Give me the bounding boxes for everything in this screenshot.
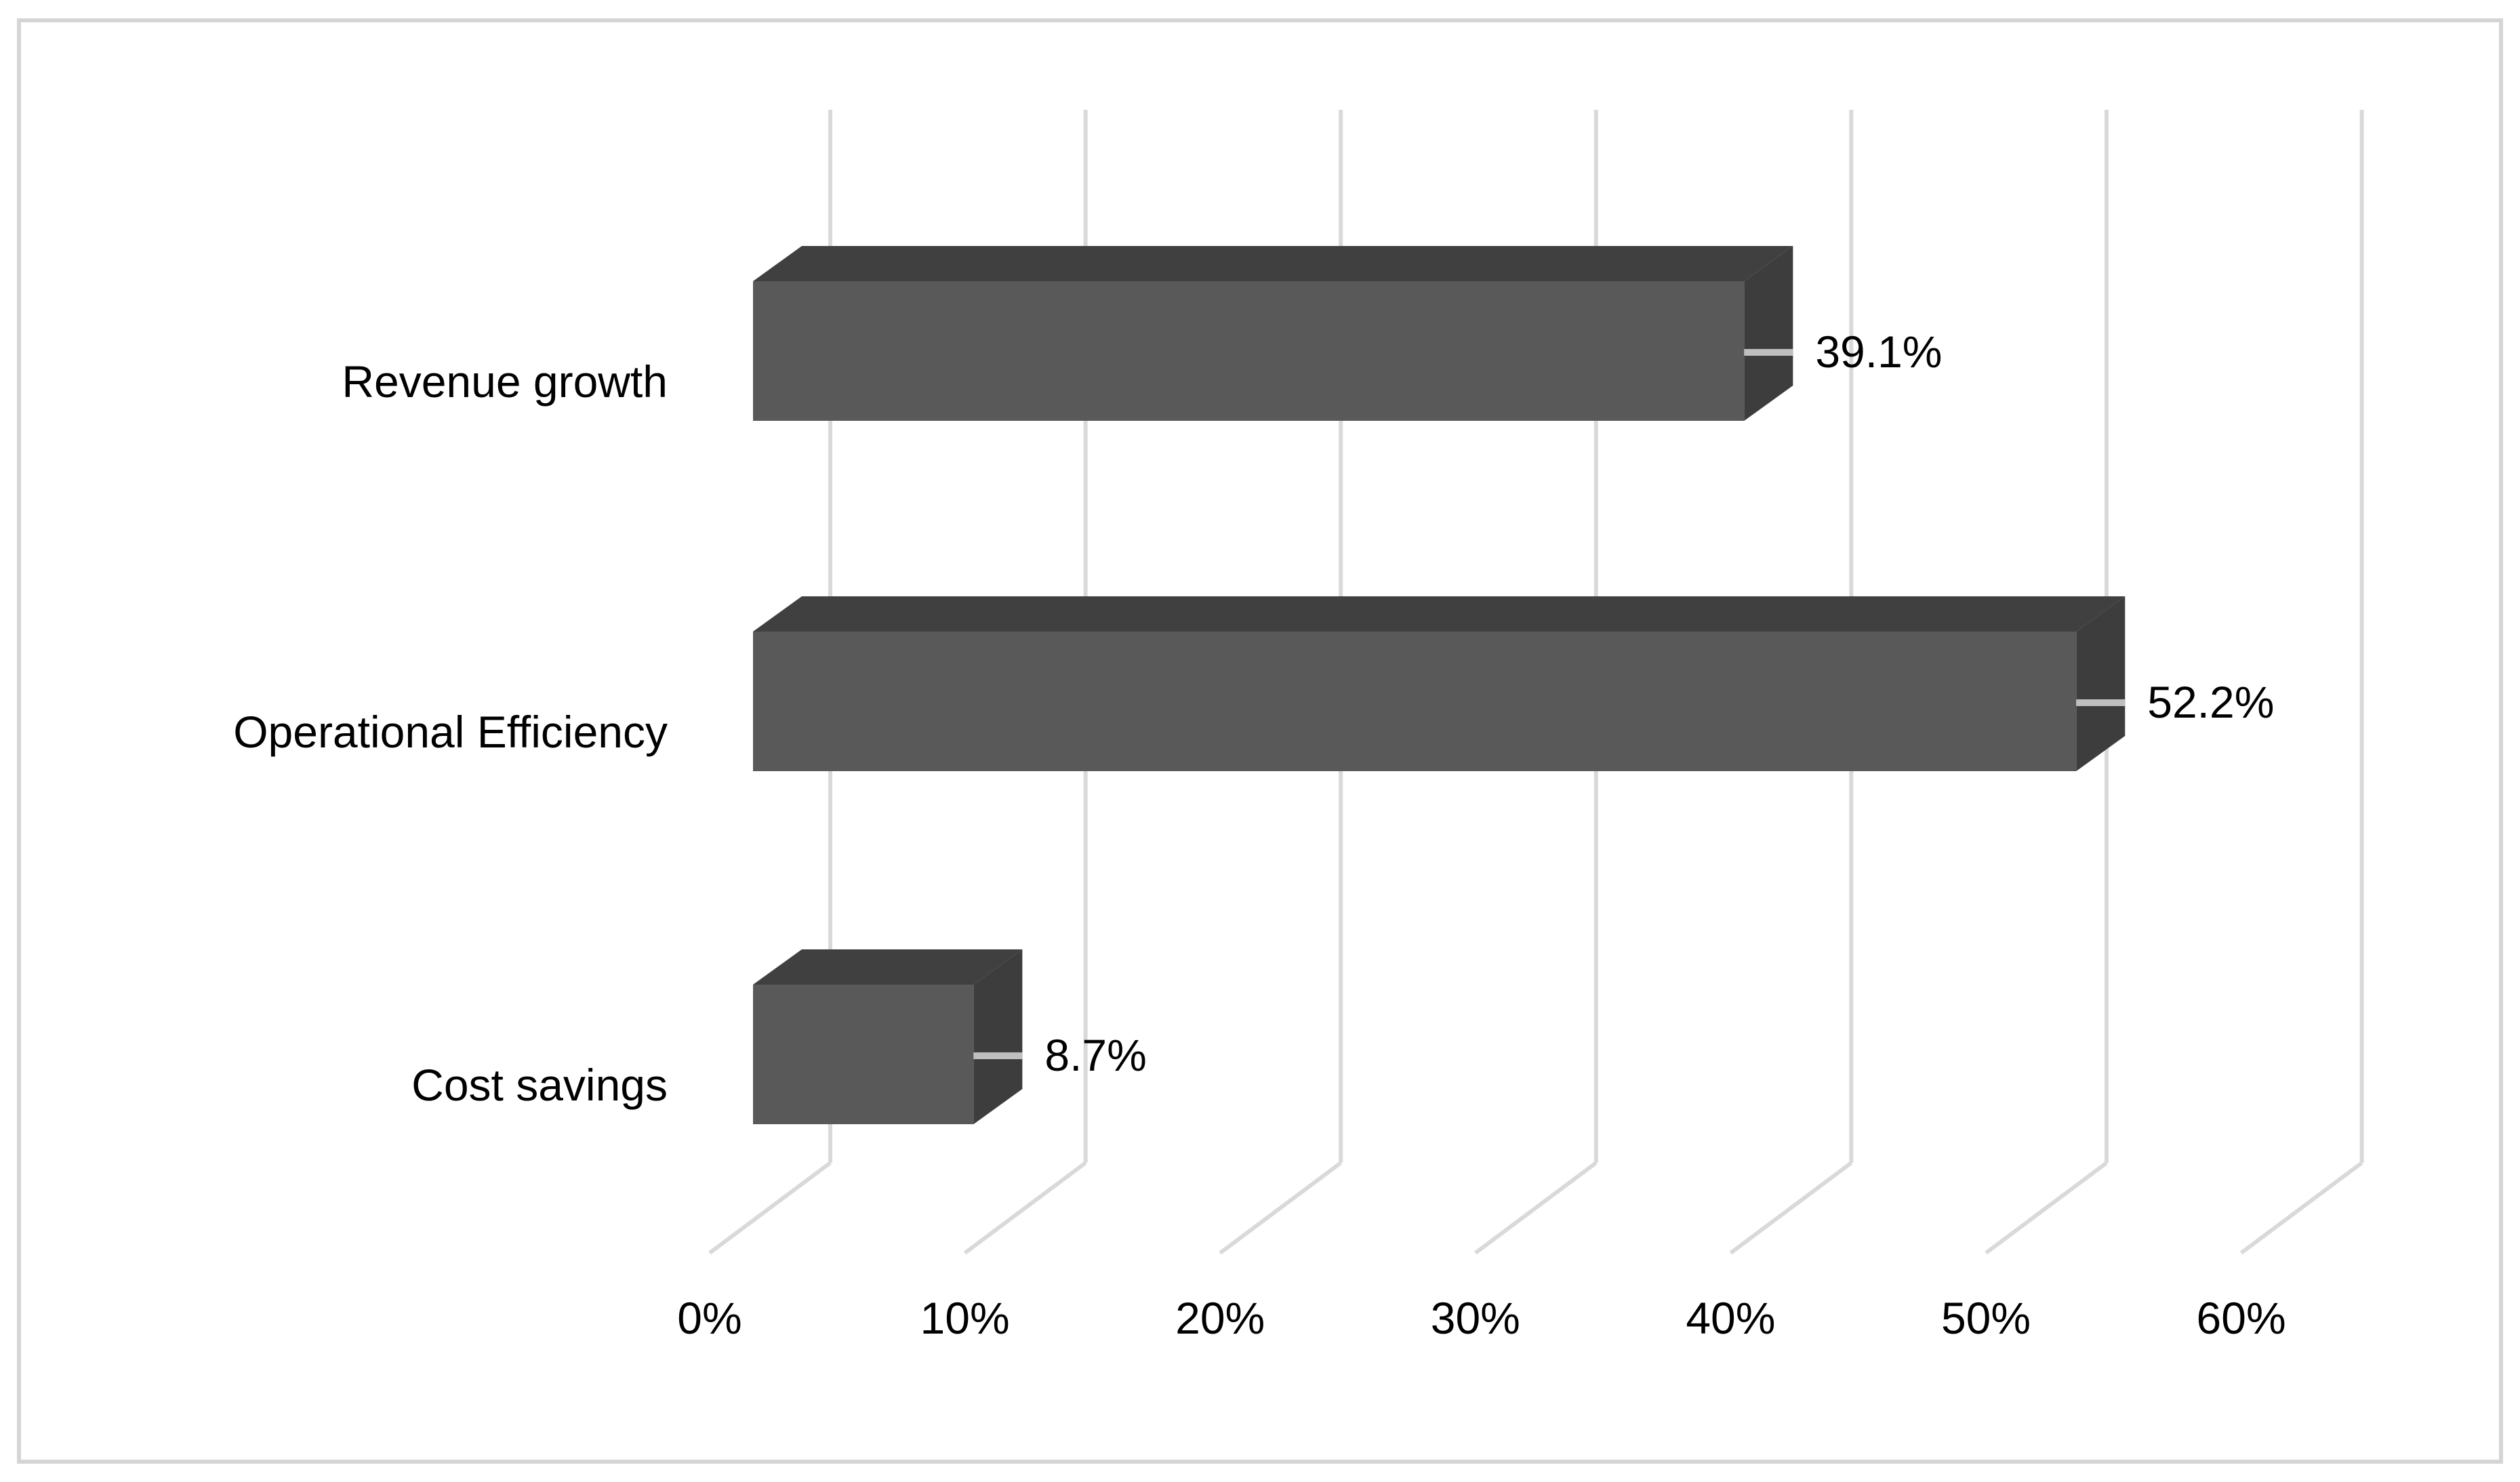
- gridline-floor-segment-60-: [2239, 1161, 2363, 1255]
- data-label-cost-savings: 8.7%: [1044, 1030, 1146, 1080]
- bar-front-face: [753, 281, 1745, 421]
- bar-front-face: [753, 985, 974, 1124]
- gridline-floor-segment-30-: [1474, 1161, 1598, 1255]
- bar-top-face: [753, 596, 2126, 632]
- bars-layer: [753, 246, 2126, 1124]
- x-tick-label-10-: 10%: [920, 1293, 1010, 1343]
- bar-revenue-growth: [753, 246, 1793, 421]
- x-tick-label-60-: 60%: [2197, 1293, 2286, 1343]
- gridline-floor-segment-50-: [1985, 1161, 2108, 1255]
- bar-front-face: [753, 632, 2077, 771]
- category-label-cost-savings: Cost savings: [411, 1060, 668, 1110]
- gridline-floor-segment-40-: [1729, 1161, 1853, 1255]
- bar-cost-savings: [753, 949, 1023, 1124]
- bar-top-face: [753, 246, 1793, 281]
- chart-border: [17, 18, 2503, 1464]
- bar-side-face: [1744, 246, 1793, 421]
- x-tick-label-30-: 30%: [1431, 1293, 1520, 1343]
- data-label-revenue-growth: 39.1%: [1815, 327, 1942, 377]
- gridline-floor-segment-20-: [1219, 1161, 1342, 1255]
- category-label-revenue-growth: Revenue growth: [342, 356, 668, 407]
- labels-layer: 0% 10% 20% 30% 40% 50% 60% 39.1% Revenue growth 5…: [233, 327, 2285, 1343]
- bar-operational-efficiency: [753, 596, 2126, 771]
- data-label-operational-efficiency: 52.2%: [2147, 677, 2274, 727]
- category-label-operational-efficiency: Operational Efficiency: [233, 707, 668, 757]
- bar-side-face: [973, 949, 1023, 1124]
- bar-top-face: [753, 949, 1023, 985]
- x-tick-label-50-: 50%: [1941, 1293, 2031, 1343]
- x-tick-label-40-: 40%: [1686, 1293, 1775, 1343]
- gridline-floor-segment-0-: [708, 1161, 832, 1255]
- x-tick-label-20-: 20%: [1175, 1293, 1265, 1343]
- bar-side-face: [2076, 596, 2126, 771]
- gridline-floor-segment-10-: [963, 1161, 1087, 1255]
- x-tick-label-0-: 0%: [677, 1293, 741, 1343]
